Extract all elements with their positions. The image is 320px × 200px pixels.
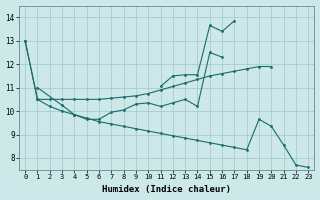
X-axis label: Humidex (Indice chaleur): Humidex (Indice chaleur) xyxy=(102,185,231,194)
